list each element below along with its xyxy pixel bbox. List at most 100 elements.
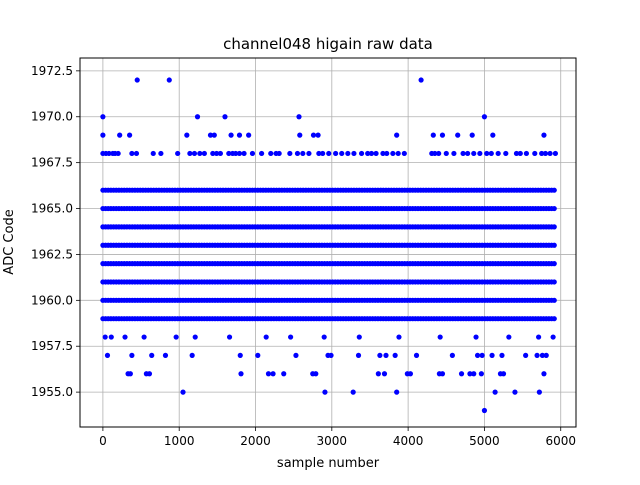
data-point (115, 150, 121, 157)
data-point (226, 334, 233, 340)
data-point (499, 352, 505, 358)
chart-title: channel048 higain raw data (223, 35, 433, 53)
data-point (108, 334, 114, 340)
data-point (270, 371, 276, 377)
data-point (395, 150, 401, 157)
data-point (477, 150, 483, 157)
data-point (350, 389, 356, 395)
data-point (263, 334, 269, 340)
data-point (465, 150, 471, 157)
data-point (287, 150, 293, 157)
data-point (443, 150, 449, 157)
data-point (368, 150, 375, 157)
data-point (328, 352, 334, 358)
data-point (458, 371, 465, 377)
data-point (401, 150, 407, 157)
x-tick-label: 6000 (545, 434, 576, 448)
data-point (484, 150, 490, 157)
data-point (189, 352, 195, 358)
data-point (211, 132, 217, 138)
data-point (184, 132, 190, 138)
data-point (313, 371, 319, 377)
data-point (551, 242, 557, 248)
data-point (288, 334, 294, 340)
y-tick-label: 1962.5 (31, 247, 73, 261)
data-point (523, 352, 529, 358)
data-point (129, 352, 135, 358)
data-point (481, 407, 488, 414)
data-point (543, 352, 549, 358)
data-point (384, 150, 390, 157)
plot-area-frame (79, 57, 577, 428)
data-point (233, 150, 239, 157)
data-point (326, 150, 332, 157)
y-tick-label: 1970.0 (31, 110, 73, 124)
data-point (294, 150, 301, 157)
data-point (236, 150, 243, 157)
data-point (149, 352, 155, 358)
data-point (191, 150, 198, 157)
data-point (241, 150, 247, 157)
data-point (210, 150, 216, 157)
data-point (180, 389, 186, 395)
data-point (503, 150, 509, 157)
data-point (236, 132, 243, 138)
data-point (315, 132, 321, 138)
data-point (536, 334, 542, 340)
data-point (541, 371, 547, 377)
data-point (377, 352, 383, 358)
data-point (117, 132, 123, 138)
data-point (550, 334, 556, 340)
y-tick-label: 1957.5 (31, 339, 73, 353)
data-point (523, 150, 530, 157)
data-point (392, 352, 398, 358)
data-point (467, 371, 473, 377)
data-point (100, 114, 106, 120)
data-point (437, 334, 443, 340)
data-point (207, 132, 214, 138)
data-point (449, 352, 455, 358)
x-tick-label: 3000 (317, 434, 348, 448)
data-point (166, 77, 172, 83)
data-point (192, 334, 198, 340)
data-point (333, 150, 339, 157)
data-point (237, 352, 243, 358)
data-point (492, 389, 498, 395)
data-point (276, 150, 282, 157)
data-point (430, 132, 436, 138)
data-point (506, 334, 512, 340)
data-point (358, 150, 365, 157)
data-point (127, 371, 133, 377)
y-axis-ticks: 1955.0 1957.5 1960.0 1962.5 1965.0 1967.5 1970… (31, 64, 80, 399)
data-point (106, 150, 112, 157)
data-point (268, 150, 274, 157)
data-point (455, 132, 461, 138)
data-point (249, 150, 256, 157)
data-point (158, 150, 164, 157)
data-point (246, 132, 252, 138)
data-point (478, 371, 484, 377)
data-point (490, 132, 496, 138)
data-point (534, 352, 540, 358)
data-point (310, 132, 317, 138)
data-point (194, 114, 201, 120)
data-point (356, 334, 362, 340)
data-point (141, 334, 147, 340)
data-point (471, 371, 477, 377)
data-point (162, 352, 169, 358)
data-point (396, 334, 402, 340)
data-point (390, 150, 396, 157)
data-point (226, 150, 232, 157)
data-point (551, 279, 557, 285)
data-point (293, 352, 299, 358)
data-point (355, 352, 362, 358)
data-points (100, 77, 559, 414)
data-point (345, 150, 351, 157)
y-tick-label: 1972.5 (31, 64, 73, 78)
data-point (321, 334, 327, 340)
data-point (473, 334, 479, 340)
data-point (439, 371, 446, 377)
x-axis-ticks: 0 1000 2000 3000 4000 5000 6000 (99, 427, 576, 448)
data-point (481, 114, 488, 120)
